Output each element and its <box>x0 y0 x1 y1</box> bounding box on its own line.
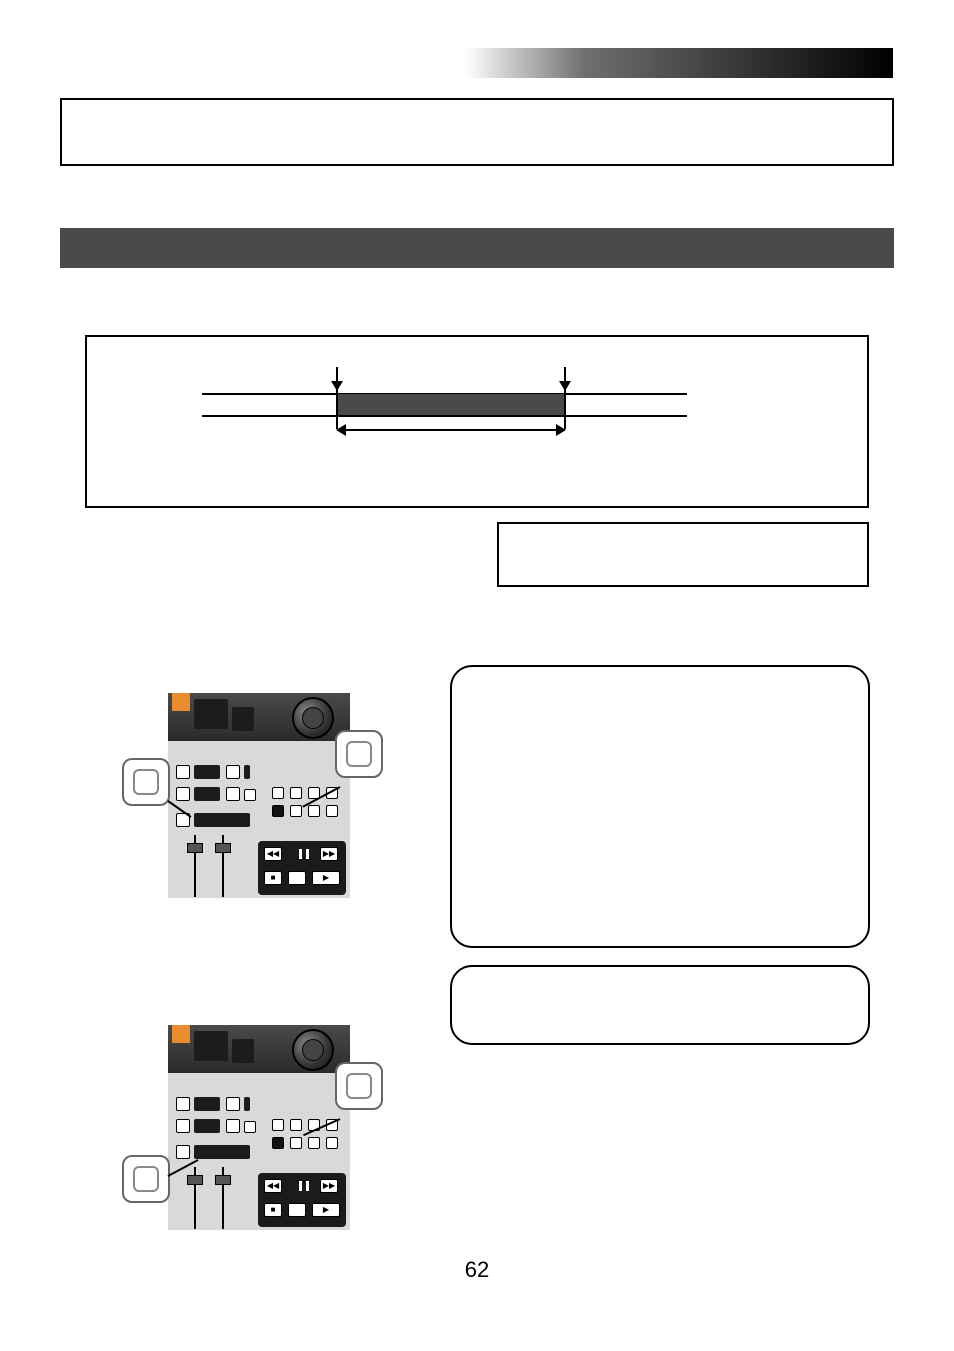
panel1-transport-ff[interactable]: ▶▶ <box>320 847 338 861</box>
panel2-grid-r1c2[interactable] <box>290 1119 302 1131</box>
panel2-row1-slot1 <box>194 1097 220 1111</box>
diagram-start-arrowhead <box>331 381 343 391</box>
diagram-end-marker-line <box>564 367 566 429</box>
panel1-grid-r2c2[interactable] <box>290 805 302 817</box>
diagram-end-arrowhead <box>559 381 571 391</box>
panel2-fader2-cap[interactable] <box>215 1175 231 1185</box>
panel1-dark-block-a <box>194 699 228 729</box>
callout-1-right <box>335 730 383 778</box>
panel2-row2-btn2[interactable] <box>226 1119 240 1133</box>
panel1-row1-slot2 <box>244 765 250 779</box>
panel1-jog-cap <box>302 707 324 729</box>
section-heading-bar <box>60 228 894 268</box>
panel2-row2-btn1[interactable] <box>176 1119 190 1133</box>
panel1-row2-btn1[interactable] <box>176 787 190 801</box>
panel2-grid-r2c1[interactable] <box>272 1137 284 1149</box>
range-diagram-box <box>85 335 869 508</box>
page-number: 62 <box>0 1257 954 1283</box>
panel1-grid-r1c1[interactable] <box>272 787 284 799</box>
diagram-start-marker-line <box>336 367 338 429</box>
callout-2-right-inner <box>346 1073 372 1099</box>
panel1-transport-cue[interactable] <box>288 871 306 885</box>
panel1-grid-r2c3[interactable] <box>308 805 320 817</box>
panel2-dark-block-b <box>232 1039 254 1063</box>
callout-2-left-inner <box>133 1166 159 1192</box>
panel1-row2-btn2[interactable] <box>226 787 240 801</box>
panel2-fader1-cap[interactable] <box>187 1175 203 1185</box>
panel2-transport-rew[interactable]: ◀◀ <box>264 1179 282 1193</box>
panel1-grid-r1c2[interactable] <box>290 787 302 799</box>
diagram-highlight-segment <box>336 394 564 415</box>
panel1-grid-r2c4[interactable] <box>326 805 338 817</box>
diagram-extent-line <box>339 429 563 431</box>
panel2-row2-btn3[interactable] <box>244 1121 256 1133</box>
panel2-grid-r2c4[interactable] <box>326 1137 338 1149</box>
callout-1-right-inner <box>346 741 372 767</box>
panel1-row1-btn2[interactable] <box>226 765 240 779</box>
panel1-row1-slot1 <box>194 765 220 779</box>
panel2-transport-play[interactable]: ▶ <box>312 1203 340 1217</box>
panel2-row2-slot1 <box>194 1119 220 1133</box>
panel2-row3-btn1[interactable] <box>176 1145 190 1159</box>
diagram-track-line-bottom <box>202 415 687 417</box>
panel2-jog-cap <box>302 1039 324 1061</box>
panel1-dark-block-b <box>232 707 254 731</box>
box-note-right <box>497 522 869 587</box>
panel2-transport-cue[interactable] <box>288 1203 306 1217</box>
callout-1-left-inner <box>133 769 159 795</box>
rounded-box-upper <box>450 665 870 948</box>
page-root: ◀◀ ▶▶ ■ ▶ <box>0 0 954 1351</box>
panel2-row3-slot1 <box>194 1145 250 1159</box>
panel1-transport-rew[interactable]: ◀◀ <box>264 847 282 861</box>
panel2-transport-ff[interactable]: ▶▶ <box>320 1179 338 1193</box>
panel2-dark-block-a <box>194 1031 228 1061</box>
box-title-frame <box>60 98 894 166</box>
panel1-transport-pause-icon <box>298 849 310 859</box>
panel2-transport-stop[interactable]: ■ <box>264 1203 282 1217</box>
panel2-grid-r1c1[interactable] <box>272 1119 284 1131</box>
callout-2-left <box>122 1155 170 1203</box>
panel1-row2-slot1 <box>194 787 220 801</box>
panel1-fader2-cap[interactable] <box>215 843 231 853</box>
panel1-transport-stop[interactable]: ■ <box>264 871 282 885</box>
diagram-extent-arrow-right <box>556 424 566 436</box>
header-gradient-bar <box>465 48 893 78</box>
panel2-grid-r2c2[interactable] <box>290 1137 302 1149</box>
panel1-row2-btn3[interactable] <box>244 789 256 801</box>
panel2-orange-indicator <box>172 1025 190 1043</box>
panel2-row1-btn1[interactable] <box>176 1097 190 1111</box>
panel2-grid-r2c3[interactable] <box>308 1137 320 1149</box>
panel1-row3-slot1 <box>194 813 250 827</box>
panel1-orange-indicator <box>172 693 190 711</box>
panel1-transport-play[interactable]: ▶ <box>312 871 340 885</box>
panel2-transport-pause-icon <box>298 1181 310 1191</box>
callout-1-left <box>122 758 170 806</box>
panel1-fader1-cap[interactable] <box>187 843 203 853</box>
panel1-row1-btn1[interactable] <box>176 765 190 779</box>
panel2-row1-btn2[interactable] <box>226 1097 240 1111</box>
diagram-extent-arrow-left <box>336 424 346 436</box>
panel2-row1-slot2 <box>244 1097 250 1111</box>
panel1-grid-r2c1[interactable] <box>272 805 284 817</box>
callout-2-right <box>335 1062 383 1110</box>
rounded-box-lower <box>450 965 870 1045</box>
